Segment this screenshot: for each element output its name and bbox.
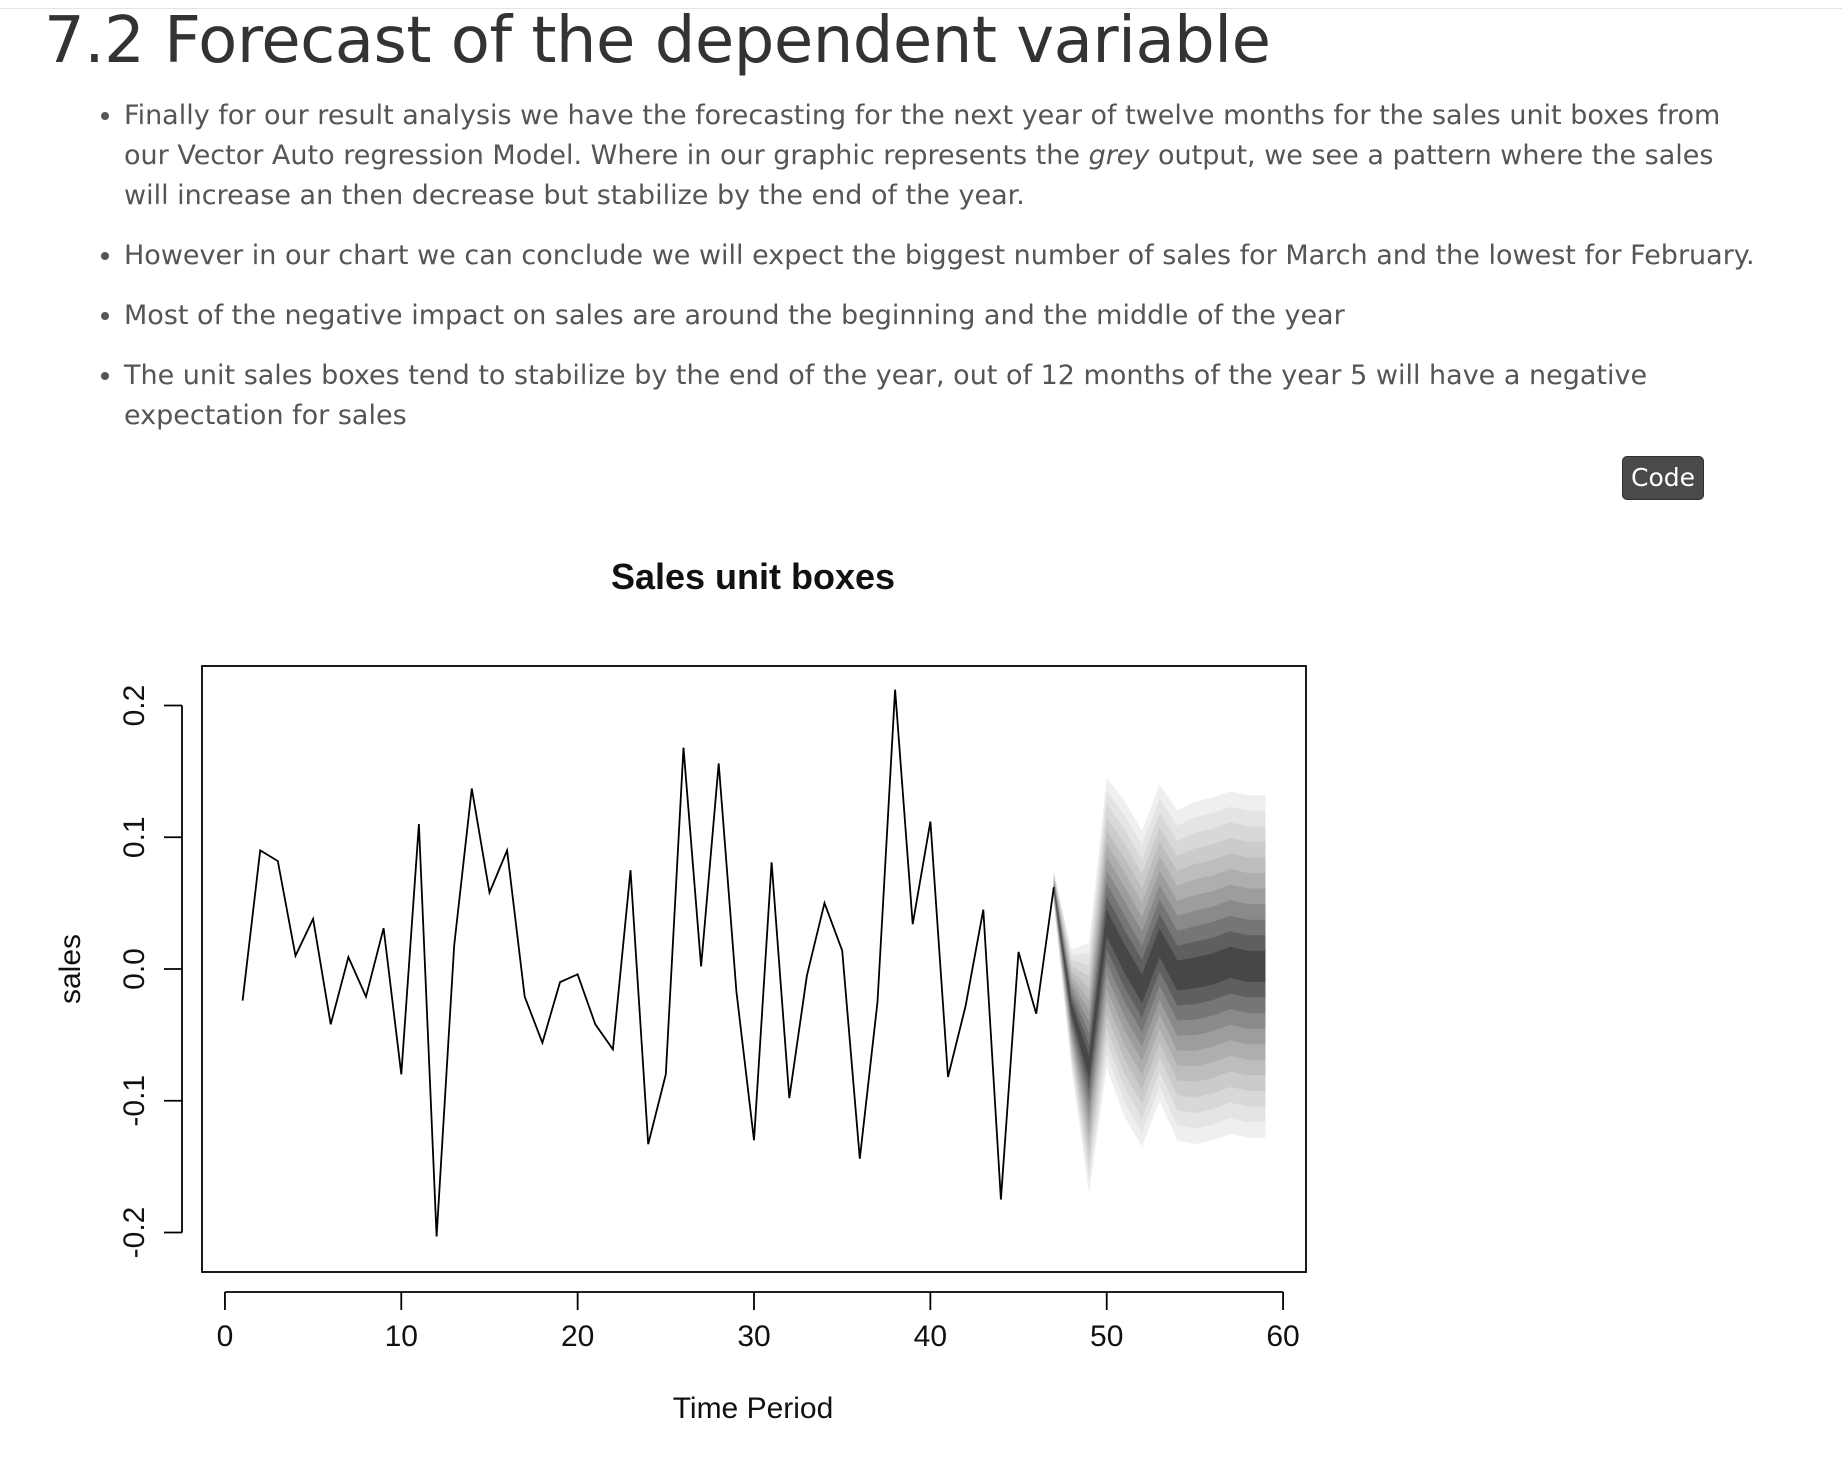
x-tick-label: 20: [561, 1320, 594, 1353]
section-title: 7.2 Forecast of the dependent variable: [44, 4, 1271, 78]
bullet-text: Finally for our result analysis we have …: [124, 100, 1721, 171]
x-tick-label: 50: [1090, 1320, 1123, 1353]
series-line: [241, 689, 1055, 1237]
y-tick-label: 0.1: [118, 816, 151, 858]
forecast-band: [1053, 885, 1266, 1080]
plot-frame: [201, 665, 1307, 1273]
forecast-chart: Sales unit boxes 0 10 20 30 40 50 60 -0.2 -0.1 0…: [54, 556, 1307, 1425]
x-tick-label: 40: [914, 1320, 947, 1353]
forecast-fan: [1053, 778, 1266, 1193]
x-tick-label: 0: [217, 1320, 234, 1353]
chart-title: Sales unit boxes: [611, 556, 895, 597]
top-divider: [0, 8, 1842, 9]
bullet-item: Most of the negative impact on sales are…: [124, 296, 1764, 336]
x-axis-label: Time Period: [673, 1392, 834, 1425]
x-tick-label: 30: [737, 1320, 770, 1353]
bullet-item: The unit sales boxes tend to stabilize b…: [124, 356, 1764, 436]
x-tick-label: 60: [1266, 1320, 1299, 1353]
code-button[interactable]: Code: [1622, 456, 1704, 500]
y-tick-label: -0.2: [118, 1207, 151, 1259]
bullet-emphasis: grey: [1088, 140, 1150, 171]
y-tick-label: -0.1: [118, 1075, 151, 1127]
bullet-list: Finally for our result analysis we have …: [92, 96, 1764, 456]
y-tick-label: 0.2: [118, 685, 151, 727]
bullet-item: Finally for our result analysis we have …: [124, 96, 1764, 216]
x-axis: 0 10 20 30 40 50 60: [217, 1291, 1300, 1353]
y-axis: -0.2 -0.1 0.0 0.1 0.2: [118, 685, 183, 1259]
bullet-item: However in our chart we can conclude we …: [124, 236, 1764, 276]
y-axis-label: sales: [54, 934, 87, 1004]
bullet-text: output, we see a pattern where the sales…: [124, 140, 1714, 211]
y-tick-label: 0.0: [118, 948, 151, 990]
x-tick-label: 10: [385, 1320, 418, 1353]
